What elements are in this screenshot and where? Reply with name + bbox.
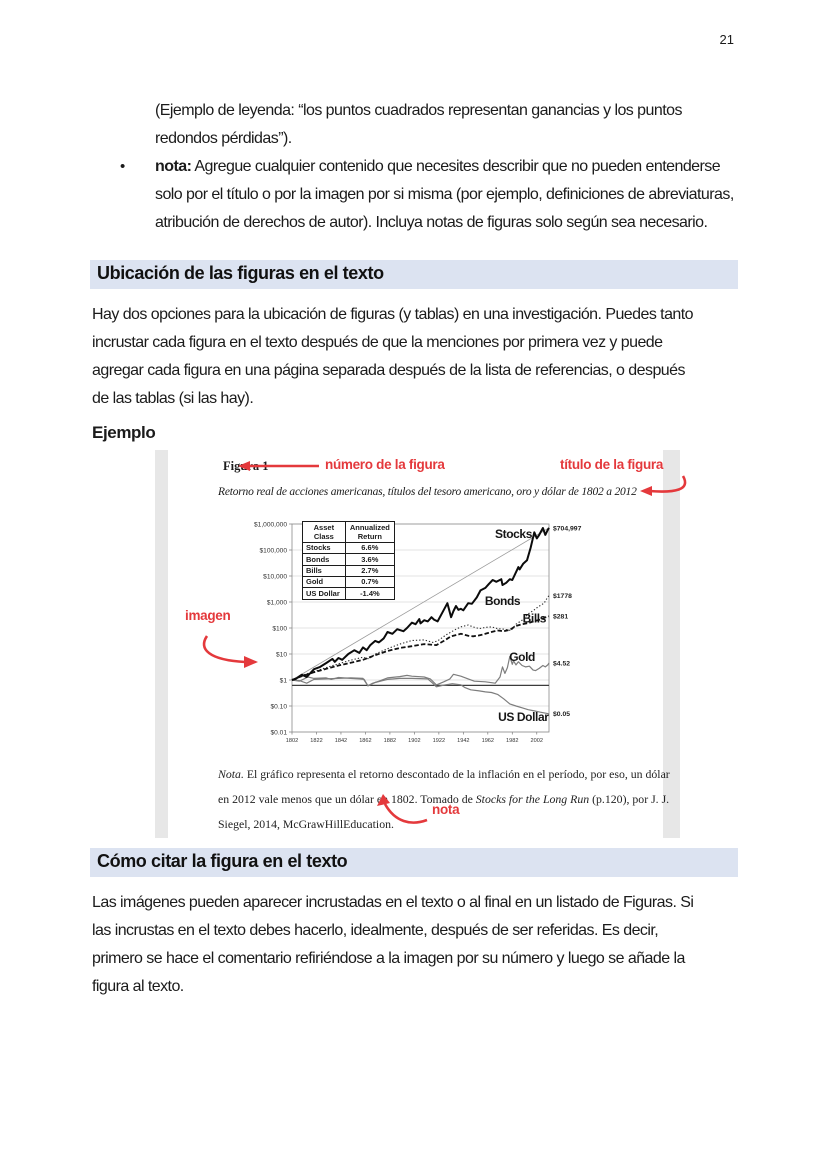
example-label: Ejemplo (92, 423, 156, 442)
svg-text:$100: $100 (272, 625, 287, 632)
svg-text:Stocks: Stocks (495, 527, 533, 541)
svg-text:$1: $1 (280, 677, 288, 684)
annotation-figure-title-label: título de la figura (560, 457, 664, 472)
svg-text:$4.52: $4.52 (553, 660, 570, 667)
svg-text:1802: 1802 (286, 738, 298, 744)
svg-text:$10: $10 (276, 651, 287, 658)
svg-text:$10,000: $10,000 (263, 573, 287, 580)
curved-arrow-icon (377, 794, 428, 824)
svg-text:1822: 1822 (310, 738, 322, 744)
svg-text:1942: 1942 (457, 738, 469, 744)
section-heading-citar: Cómo citar la figura en el texto (90, 848, 738, 877)
svg-text:1922: 1922 (433, 738, 445, 744)
svg-text:Gold: Gold (509, 650, 535, 664)
annotation-image-label: imagen (185, 608, 231, 623)
svg-text:$1778: $1778 (553, 593, 572, 600)
page-number: 21 (719, 32, 734, 47)
svg-text:$1,000,000: $1,000,000 (254, 521, 287, 528)
figure-chart-svg: $1,000,000 $100,000 $10,000 $1,000 $100 $10 $1… (254, 521, 582, 744)
svg-text:2002: 2002 (531, 738, 543, 744)
svg-text:1982: 1982 (506, 738, 518, 744)
svg-text:Bills: Bills (523, 612, 547, 626)
svg-text:$0.10: $0.10 (270, 703, 287, 710)
svg-text:1962: 1962 (482, 738, 494, 744)
bullet-text: Agregue cualquier contenido que necesite… (155, 158, 734, 231)
note-lead: Nota. (218, 767, 244, 781)
svg-text:$281: $281 (553, 614, 568, 621)
list-item-nota: • nota: Agregue cualquier contenido que … (120, 153, 743, 237)
curved-arrow-icon (202, 635, 258, 668)
svg-text:1902: 1902 (408, 738, 420, 744)
svg-text:$704,997: $704,997 (553, 525, 582, 532)
figure-left-strip (155, 450, 168, 838)
paragraph-ubicacion: Hay dos opciones para la ubicación de fi… (92, 306, 694, 407)
curved-arrow-icon (640, 475, 687, 496)
figure-note: Nota. El gráfico representa el retorno d… (218, 762, 680, 837)
svg-text:1842: 1842 (335, 738, 347, 744)
paragraph-citar: Las imágenes pueden aparecer incrustadas… (92, 894, 694, 995)
svg-text:1862: 1862 (359, 738, 371, 744)
section-heading-ubicacion: Ubicación de las figuras en el texto (90, 260, 738, 289)
annotation-figure-number-label: número de la figura (325, 457, 445, 472)
figure-title: Retorno real de acciones americanas, tít… (218, 486, 637, 498)
svg-text:$0.05: $0.05 (553, 711, 570, 718)
list-continuation-text: (Ejemplo de leyenda: “los puntos cuadrad… (155, 102, 682, 147)
svg-text:Bonds: Bonds (485, 594, 521, 608)
svg-text:1882: 1882 (384, 738, 396, 744)
bullet-icon: • (120, 158, 125, 175)
figure-right-strip (663, 450, 680, 838)
figure-example: Figura 1 número de la figura título de l… (155, 450, 687, 838)
svg-text:$100,000: $100,000 (259, 547, 287, 554)
asset-class-table: Asset Class Annualized Return Stocks 6.6% Bon… (302, 521, 396, 600)
svg-text:US Dollar: US Dollar (498, 710, 549, 724)
annotation-note-label: nota (432, 802, 460, 817)
left-arrow-icon (238, 461, 319, 471)
svg-text:$1,000: $1,000 (267, 599, 288, 606)
svg-text:$0.01: $0.01 (270, 729, 287, 736)
note-text-2: (p.120), por J. J. Siegel, 2014, McGrawH… (218, 792, 670, 831)
note-source-title: Stocks for the Long Run (475, 792, 590, 806)
bullet-label: nota: (155, 158, 192, 175)
note-text-1: El gráfico representa el retorno descont… (218, 767, 670, 806)
